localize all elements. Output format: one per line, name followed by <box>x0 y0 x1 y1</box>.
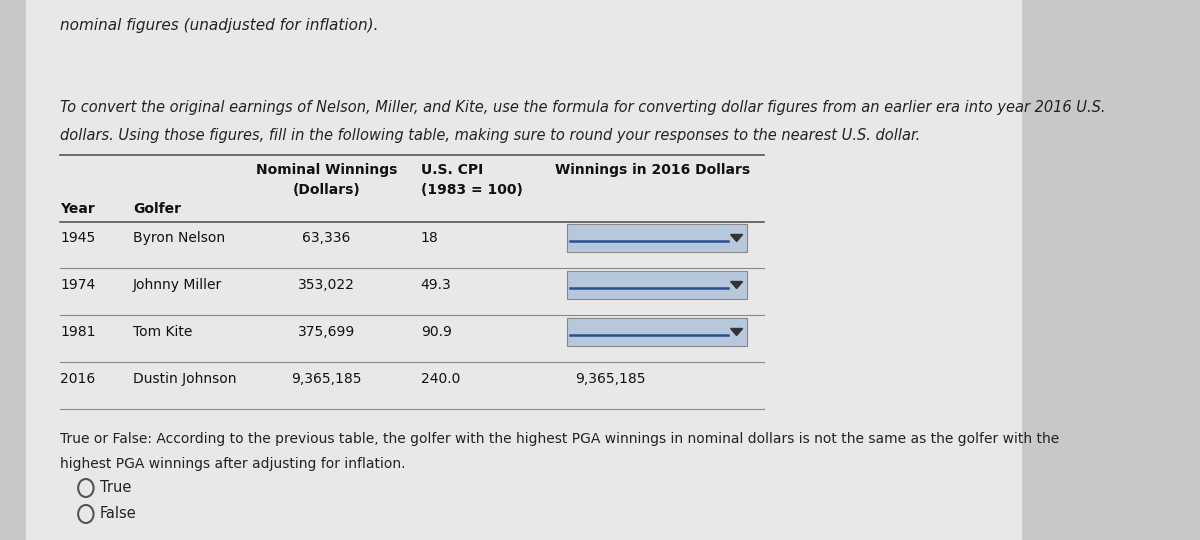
Text: 375,699: 375,699 <box>298 325 355 339</box>
Text: Golfer: Golfer <box>133 202 181 216</box>
Polygon shape <box>731 234 743 241</box>
Text: 9,365,185: 9,365,185 <box>290 372 361 386</box>
Text: nominal figures (unadjusted for inflation).: nominal figures (unadjusted for inflatio… <box>60 18 378 33</box>
Text: dollars. Using those figures, fill in the following table, making sure to round : dollars. Using those figures, fill in th… <box>60 128 920 143</box>
Text: 1974: 1974 <box>60 278 95 292</box>
Text: True or False: According to the previous table, the golfer with the highest PGA : True or False: According to the previous… <box>60 432 1060 446</box>
Polygon shape <box>731 281 743 288</box>
Text: Year: Year <box>60 202 95 216</box>
Text: 49.3: 49.3 <box>421 278 451 292</box>
Bar <box>566 271 746 299</box>
Bar <box>566 224 746 252</box>
Text: Winnings in 2016 Dollars: Winnings in 2016 Dollars <box>554 163 750 177</box>
Text: 18: 18 <box>421 231 438 245</box>
Text: 240.0: 240.0 <box>421 372 460 386</box>
Text: Tom Kite: Tom Kite <box>133 325 192 339</box>
Bar <box>566 318 746 346</box>
Polygon shape <box>731 328 743 335</box>
Text: U.S. CPI: U.S. CPI <box>421 163 482 177</box>
Text: 1981: 1981 <box>60 325 96 339</box>
Text: Byron Nelson: Byron Nelson <box>133 231 226 245</box>
Text: 353,022: 353,022 <box>298 278 355 292</box>
Text: 63,336: 63,336 <box>302 231 350 245</box>
Text: Johnny Miller: Johnny Miller <box>133 278 222 292</box>
Text: (Dollars): (Dollars) <box>293 183 360 197</box>
Text: 1945: 1945 <box>60 231 95 245</box>
Text: 2016: 2016 <box>60 372 95 386</box>
Text: Dustin Johnson: Dustin Johnson <box>133 372 236 386</box>
Text: 90.9: 90.9 <box>421 325 451 339</box>
Text: (1983 = 100): (1983 = 100) <box>421 183 522 197</box>
Text: 9,365,185: 9,365,185 <box>575 372 646 386</box>
Text: To convert the original earnings of Nelson, Miller, and Kite, use the formula fo: To convert the original earnings of Nels… <box>60 100 1105 115</box>
Text: False: False <box>100 507 137 522</box>
Text: Nominal Winnings: Nominal Winnings <box>256 163 397 177</box>
Text: True: True <box>100 481 131 496</box>
Text: highest PGA winnings after adjusting for inflation.: highest PGA winnings after adjusting for… <box>60 457 406 471</box>
